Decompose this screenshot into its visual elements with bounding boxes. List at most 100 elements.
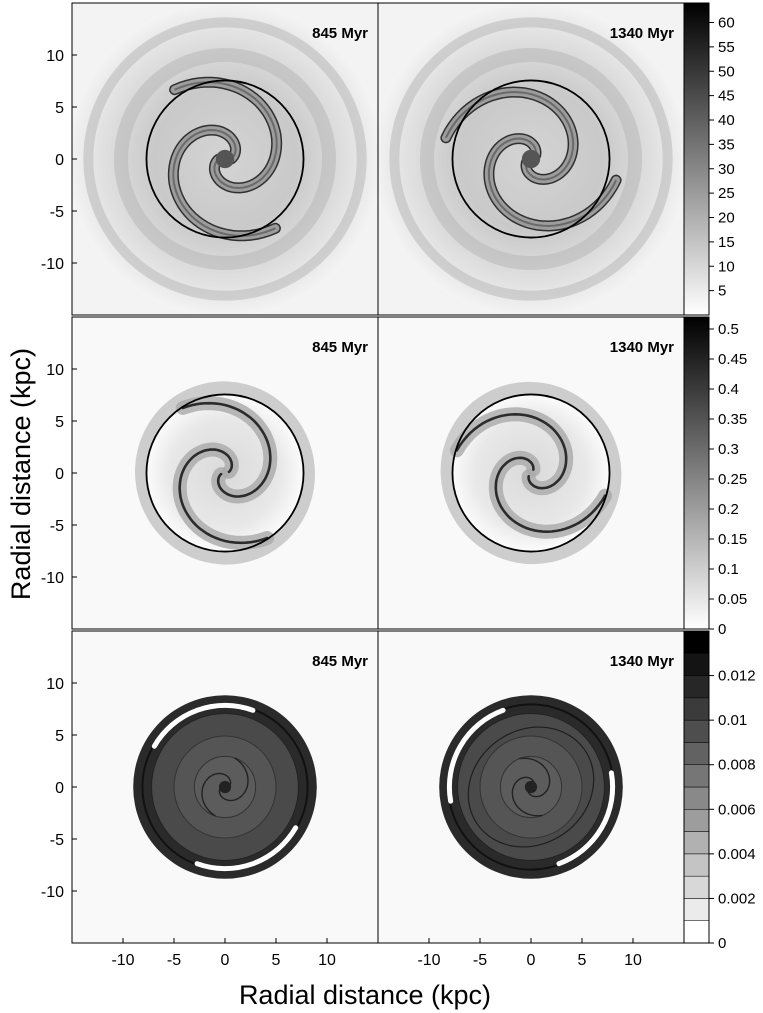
y-axis-title: Radial distance (kpc) [6, 348, 36, 600]
x-axis-title: Radial distance (kpc) [239, 980, 491, 1010]
panel-time-label: 1340 Myr [610, 25, 674, 42]
y-tick-label: 10 [46, 48, 64, 65]
colorbar-tick-label: 0.1 [718, 561, 739, 578]
colorbar-level [683, 853, 710, 877]
colorbar-tick-label: 0.01 [718, 712, 747, 729]
galaxy-core [215, 149, 235, 169]
colorbar-tick-label: 55 [718, 39, 735, 56]
colorbars-layer: 60 55 50 45 40 35 30 25 20 15 10 5 0.5 0.45 0.4 0.35 0.3… [683, 2, 756, 952]
colorbar-tick-label: 0.004 [718, 846, 756, 863]
colorbar-level [683, 719, 710, 743]
spiral-arm [178, 448, 269, 545]
spiral-arm [181, 401, 272, 498]
colorbar-tick-label: 0.2 [718, 501, 739, 518]
panel-time-label: 845 Myr [312, 25, 368, 42]
y-tick-label: -10 [41, 884, 64, 901]
panel-row1-col0: 845 Myr [71, 316, 379, 630]
disk-gap [151, 702, 256, 749]
panel-time-label: 1340 Myr [610, 339, 674, 356]
colorbar-tick-label: 0.3 [718, 441, 739, 458]
x-tick-label: -5 [167, 952, 181, 969]
y-tick-label: -10 [41, 256, 64, 273]
y-tick-label: 5 [55, 728, 64, 745]
colorbar-tick-label: 10 [718, 258, 735, 275]
colorbar-level [683, 809, 710, 832]
y-tick-label: -5 [50, 204, 64, 221]
spiral-arm [494, 456, 607, 534]
x-tick-label: 5 [578, 952, 587, 969]
panel-row2-col0: 845 Myr [71, 630, 379, 944]
y-tick-label: 5 [55, 414, 64, 431]
colorbar-level [683, 742, 710, 765]
y-tick-label: -5 [50, 832, 64, 849]
x-tick-label: 0 [527, 952, 536, 969]
colorbar-gradient [684, 3, 709, 315]
colorbar-level [683, 764, 710, 788]
colorbar-tick-label: 0.4 [718, 381, 739, 398]
panel-time-label: 1340 Myr [610, 653, 674, 670]
colorbar-level [683, 675, 710, 699]
colorbar-tick-label: 20 [718, 210, 735, 227]
colorbar-gradient [684, 317, 709, 629]
inner-spiral [218, 757, 249, 802]
colorbar-tick-label: 5 [718, 283, 726, 300]
x-tick-label: -10 [417, 952, 440, 969]
colorbar-level [683, 653, 710, 676]
colorbar-tick-label: 0.05 [718, 591, 747, 608]
y-tick-label: 0 [55, 780, 64, 797]
disk-gap [446, 707, 506, 804]
colorbar-tick-label: 35 [718, 136, 735, 153]
y-tick-label: -5 [50, 518, 64, 535]
colorbar-level [683, 831, 710, 855]
corotation-circle [451, 393, 611, 553]
colorbar-tick-label: 15 [718, 234, 735, 251]
colorbar-tick-label: 0.006 [718, 801, 756, 818]
x-tick-label: 10 [318, 952, 336, 969]
inner-spiral [511, 776, 543, 817]
colorbar-tick-label: 0.25 [718, 471, 747, 488]
colorbar-tick-label: 0.002 [718, 890, 756, 907]
colorbar-tick-label: 60 [718, 15, 735, 32]
colorbar-tick-label: 25 [718, 185, 735, 202]
panel-row0-col1: 1340 Myr [377, 2, 685, 316]
colorbar-row1: 0.5 0.45 0.4 0.35 0.3 0.25 0.2 0.15 0.1 0.05 0 [683, 316, 747, 638]
y-tick-label: 5 [55, 100, 64, 117]
colorbar-tick-label: 0 [718, 621, 726, 638]
corotation-circle [145, 393, 305, 553]
y-tick-label: -10 [41, 570, 64, 587]
colorbar-tick-label: 0.5 [718, 321, 739, 338]
colorbar-tick-label: 0 [718, 935, 726, 952]
colorbar-tick-label: 0.35 [718, 411, 747, 428]
axes-layer: 10 5 0 -5 -10 10 5 0 -5 -10 10 5 0 -5 -10 -10 -5 0 5 10 -10 -… [41, 48, 642, 969]
x-tick-label: -10 [111, 952, 134, 969]
colorbar-level [683, 786, 710, 810]
colorbar-level [683, 630, 710, 654]
disk-gap [556, 770, 616, 867]
panel-time-label: 845 Myr [312, 339, 368, 356]
colorbar-tick-label: 40 [718, 112, 735, 129]
x-tick-label: -5 [473, 952, 487, 969]
colorbar-row2: 0.012 0.01 0.008 0.006 0.004 0.002 0 [683, 630, 756, 952]
panel-row0-col0: 845 Myr [71, 2, 379, 316]
y-tick-label: 10 [46, 676, 64, 693]
panel-row1-col1: 1340 Myr [377, 316, 685, 630]
inner-spiral [201, 772, 232, 817]
colorbar-tick-label: 50 [718, 63, 735, 80]
colorbar-tick-label: 45 [718, 88, 735, 105]
x-tick-label: 5 [272, 952, 281, 969]
galaxy-core [521, 149, 541, 169]
colorbar-tick-label: 0.008 [718, 757, 756, 774]
disk-gap [194, 825, 299, 872]
colorbar-level [683, 920, 710, 944]
colorbar-tick-label: 30 [718, 161, 735, 178]
colorbar-level [683, 697, 710, 721]
colorbar-tick-label: 0.012 [718, 668, 756, 685]
spiral-arm [455, 412, 568, 490]
x-tick-label: 0 [221, 952, 230, 969]
colorbar-tick-label: 0.45 [718, 351, 747, 368]
y-tick-label: 0 [55, 466, 64, 483]
colorbar-row0: 60 55 50 45 40 35 30 25 20 15 10 5 [683, 2, 735, 316]
y-tick-label: 0 [55, 152, 64, 169]
corotation-circle [145, 79, 305, 239]
colorbar-tick-label: 0.15 [718, 531, 747, 548]
